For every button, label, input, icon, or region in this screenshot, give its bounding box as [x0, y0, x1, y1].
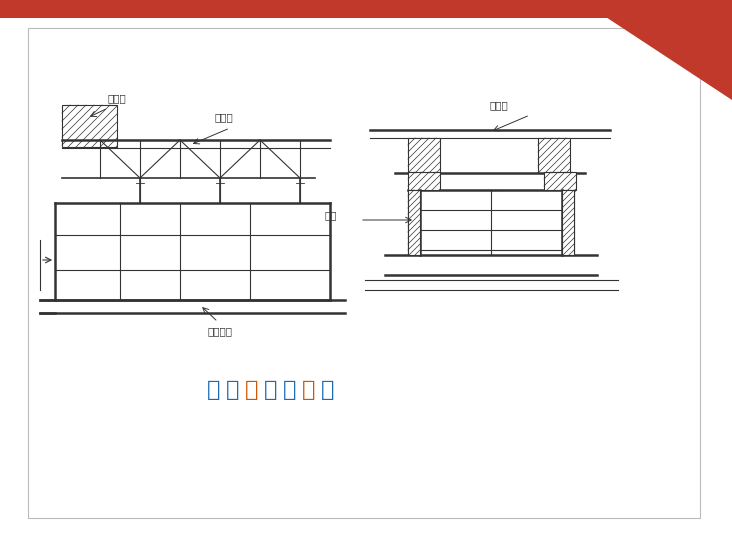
Text: 平衡重: 平衡重	[108, 93, 127, 103]
Bar	[544, 172, 576, 190]
Bar	[538, 138, 570, 173]
Text: 挂: 挂	[302, 380, 315, 400]
Text: 式: 式	[283, 380, 296, 400]
Text: 底模平台: 底模平台	[208, 326, 233, 336]
Text: 行: 行	[225, 380, 239, 400]
Text: 平: 平	[206, 380, 220, 400]
Text: 主桁架: 主桁架	[215, 112, 234, 122]
Text: 桁: 桁	[244, 380, 258, 400]
Text: 篮: 篮	[321, 380, 334, 400]
Text: 架: 架	[264, 380, 277, 400]
Polygon shape	[0, 0, 732, 18]
Bar	[408, 138, 440, 173]
Polygon shape	[580, 0, 732, 100]
Bar	[408, 172, 440, 190]
Text: 吊杆: 吊杆	[325, 210, 337, 220]
Bar	[62, 105, 117, 147]
Bar	[562, 190, 574, 255]
Polygon shape	[28, 28, 700, 518]
Text: 主桁架: 主桁架	[490, 100, 509, 110]
Bar	[408, 190, 420, 255]
